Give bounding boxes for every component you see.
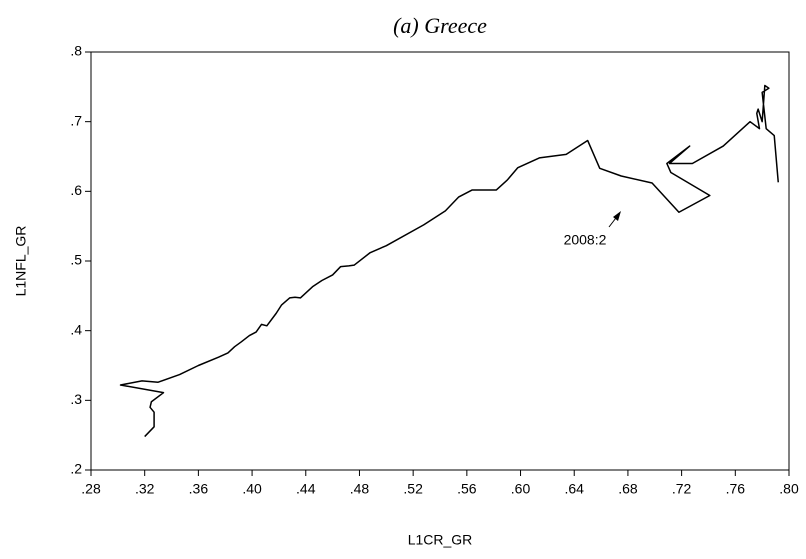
- y-tick-label: .8: [70, 43, 82, 59]
- y-axis-label: L1NFL_GR: [13, 226, 29, 297]
- x-tick-label: .60: [511, 481, 531, 497]
- x-tick-label: .48: [350, 481, 370, 497]
- y-tick-label: .3: [70, 391, 82, 407]
- x-tick-label: .68: [618, 481, 638, 497]
- y-tick-label: .4: [70, 321, 82, 337]
- x-tick-label: .28: [81, 481, 101, 497]
- x-tick-label: .56: [457, 481, 477, 497]
- chart-title: (a) Greece: [393, 13, 487, 38]
- x-tick-label: .32: [135, 481, 155, 497]
- y-tick-label: .2: [70, 461, 82, 477]
- x-tick-label: .80: [779, 481, 799, 497]
- y-tick-label: .6: [70, 182, 82, 198]
- x-tick-label: .40: [242, 481, 262, 497]
- y-tick-label: .7: [70, 112, 82, 128]
- plot-frame: [90, 51, 790, 471]
- annotation-arrowhead: [613, 211, 621, 221]
- x-tick-label: .44: [296, 481, 316, 497]
- x-tick-label: .76: [726, 481, 746, 497]
- x-axis-label: L1CR_GR: [408, 532, 473, 548]
- x-tick-label: .36: [189, 481, 209, 497]
- y-tick-label: .5: [70, 252, 82, 268]
- data-line: [119, 84, 780, 438]
- annotation: 2008:2: [564, 232, 607, 248]
- x-tick-label: .52: [403, 481, 423, 497]
- x-tick-label: .64: [564, 481, 584, 497]
- x-tick-label: .72: [672, 481, 692, 497]
